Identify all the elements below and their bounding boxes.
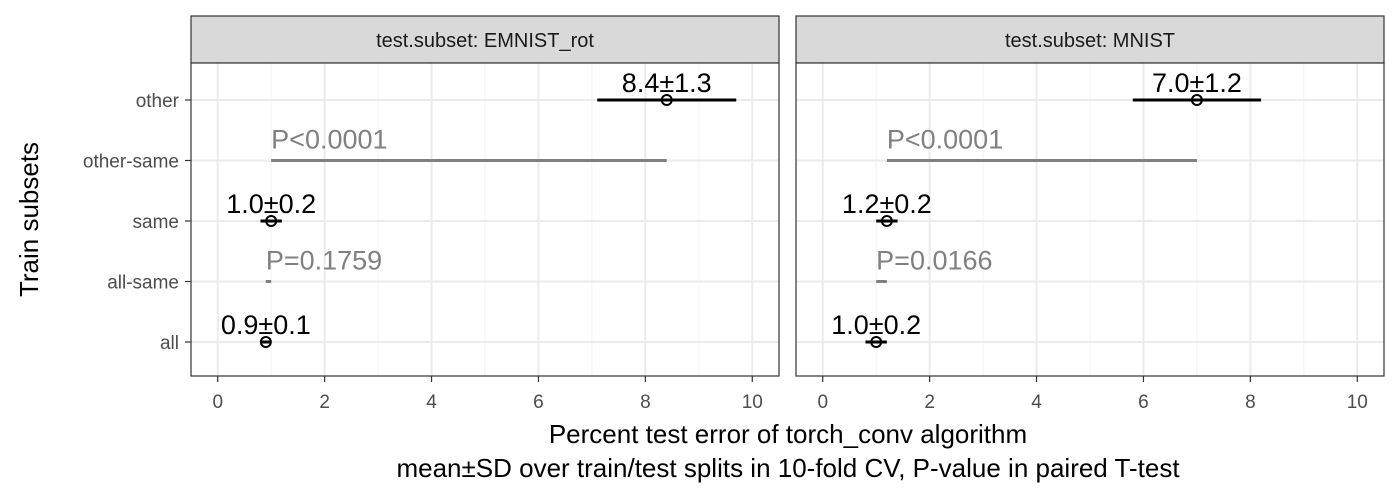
x-tick-label: 8 xyxy=(1245,392,1256,413)
y-tick-label: other xyxy=(136,91,180,112)
pvalue-label: P=0.1759 xyxy=(266,246,382,276)
point-label: 1.2±0.2 xyxy=(842,189,932,219)
x-tick-label: 8 xyxy=(640,392,651,413)
x-tick-label: 4 xyxy=(426,392,437,413)
mean-point xyxy=(1190,94,1203,106)
point-label: 7.0±1.2 xyxy=(1152,68,1242,98)
y-axis-title: Train subsets xyxy=(14,142,44,297)
mean-point xyxy=(265,215,278,227)
pvalue-label: P<0.0001 xyxy=(887,125,1003,155)
mean-point xyxy=(880,215,893,227)
facet-strip xyxy=(795,15,1385,64)
y-tick-label: all xyxy=(160,333,179,354)
facet-strip-label: test.subset: EMNIST_rot xyxy=(376,30,594,52)
pvalue-label: P=0.0166 xyxy=(876,246,992,276)
x-axis-title-line2: mean±SD over train/test splits in 10-fol… xyxy=(396,453,1180,483)
point-label: 8.4±1.3 xyxy=(622,68,712,98)
facet-strip xyxy=(190,15,780,64)
x-tick-label: 2 xyxy=(319,392,330,413)
facet-panel-mnist: test.subset: MNIST P<0.0001 P=0.0166 7.0±1.… xyxy=(795,15,1385,413)
x-tick-label: 4 xyxy=(1031,392,1042,413)
point-label: 0.9±0.1 xyxy=(221,310,311,340)
panel-border xyxy=(190,62,780,377)
y-tick-label: all-same xyxy=(107,273,179,294)
y-tick-label: same xyxy=(133,212,179,233)
mean-point xyxy=(870,336,883,348)
mean-point xyxy=(660,94,673,106)
x-tick-label: 6 xyxy=(533,392,544,413)
facet-strip-label: test.subset: MNIST xyxy=(1005,30,1175,52)
point-label: 1.0±0.2 xyxy=(831,310,921,340)
facet-panel-emnist-rot: test.subset: EMNIST_rot P<0.0001 P=0.1759 8… xyxy=(190,15,780,413)
y-tick-label: other-same xyxy=(83,152,179,173)
point-label: 1.0±0.2 xyxy=(226,189,316,219)
x-tick-label: 10 xyxy=(1347,392,1368,413)
x-tick-label: 2 xyxy=(924,392,935,413)
mean-point xyxy=(259,336,272,348)
x-tick-label: 0 xyxy=(212,392,223,413)
panel-border xyxy=(795,62,1385,377)
x-tick-label: 0 xyxy=(817,392,828,413)
x-tick-label: 6 xyxy=(1138,392,1149,413)
pvalue-label: P<0.0001 xyxy=(271,125,387,155)
x-axis-title-line1: Percent test error of torch_conv algorit… xyxy=(549,419,1027,449)
x-tick-label: 10 xyxy=(742,392,763,413)
